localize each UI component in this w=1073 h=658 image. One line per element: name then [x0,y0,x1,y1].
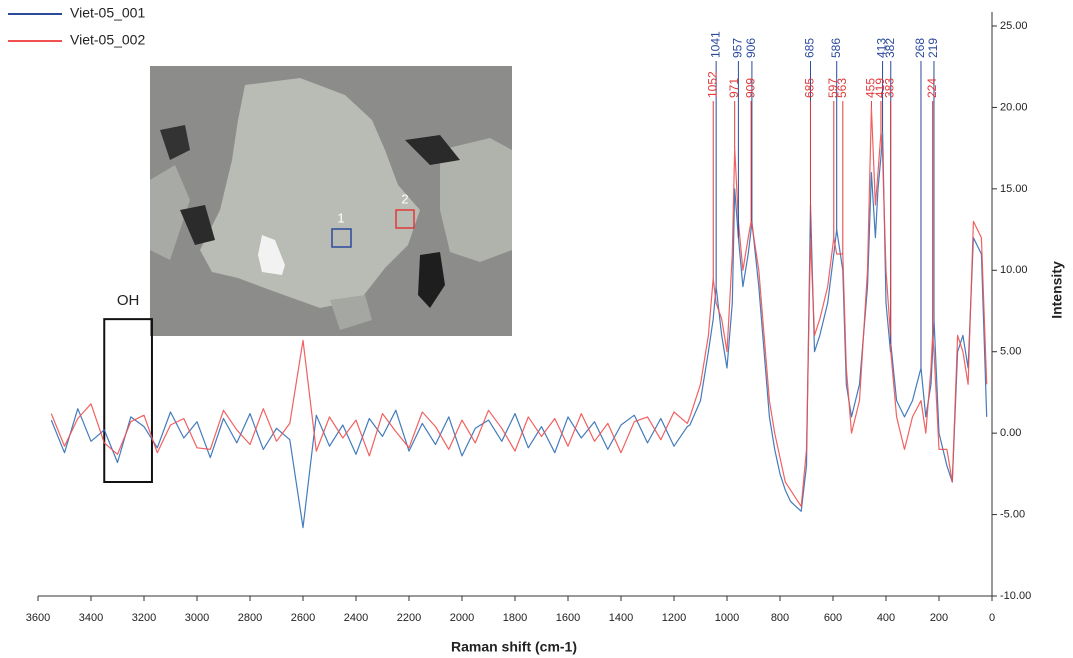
inset-marker-box [331,228,352,248]
region-box [103,318,153,483]
y-tick-label: 25.00 [1000,20,1028,32]
y-tick-label: -5.00 [1000,508,1025,520]
inset-grain [150,165,190,260]
y-tick-label: 5.00 [1000,346,1021,358]
inset-image: 1 2 [150,66,512,336]
y-tick-label: 20.00 [1000,101,1028,113]
x-tick-label: 1000 [715,612,739,624]
inset-marker-label: 1 [337,210,344,225]
peak-label: 413 [875,38,889,58]
x-tick-label: 2600 [291,612,315,624]
peak-label: 906 [744,38,758,58]
x-tick-label: 0 [989,612,995,624]
inset-grain [200,78,420,308]
peak-label: 971 [727,78,741,98]
x-tick-label: 2800 [238,612,262,624]
x-axis-title: Raman shift (cm-1) [451,639,577,655]
legend-label: Viet-05_001 [70,5,145,21]
peak-label: 597 [826,78,840,98]
peak-label: 685 [803,78,817,98]
x-tick-label: 1400 [609,612,633,624]
peak-label: 383 [883,78,897,98]
y-tick-label: 15.00 [1000,183,1028,195]
inset-grain [440,138,512,262]
peak-label: 219 [926,38,940,58]
inset-marker-box [395,209,415,229]
x-tick-label: 600 [824,612,842,624]
y-tick-label: 10.00 [1000,264,1028,276]
peak-label: 268 [913,38,927,58]
x-tick-label: 400 [877,612,895,624]
x-tick-label: 1200 [662,612,686,624]
x-tick-label: 800 [771,612,789,624]
x-tick-label: 3000 [185,612,209,624]
peak-label: 1041 [708,31,722,58]
peak-label: 224 [925,78,939,98]
peak-label: 455 [864,78,878,98]
x-tick-label: 1800 [503,612,527,624]
peak-label: 957 [731,38,745,58]
x-tick-label: 3600 [26,612,50,624]
x-tick-label: 200 [930,612,948,624]
y-tick-label: 0.00 [1000,427,1021,439]
inset-dark [180,205,215,245]
peak-label: 419 [873,78,887,98]
x-tick-label: 3200 [132,612,156,624]
x-tick-label: 2400 [344,612,368,624]
peak-label: 909 [743,78,757,98]
peak-label: 382 [883,38,897,58]
inset-grain [330,295,372,330]
inset-dark [418,252,445,308]
x-tick-label: 1600 [556,612,580,624]
x-tick-label: 3400 [79,612,103,624]
peak-label: 586 [829,38,843,58]
peak-label: 685 [803,38,817,58]
region-label: OH [117,292,140,309]
y-axis-title: Intensity [1049,261,1065,319]
inset-dark [160,125,190,160]
x-tick-label: 2000 [450,612,474,624]
y-tick-label: -10.00 [1000,590,1031,602]
inset-marker-label: 2 [401,191,408,206]
x-tick-label: 2200 [397,612,421,624]
peak-label: 1052 [705,71,719,98]
inset-dark [405,135,460,165]
peak-label: 563 [835,78,849,98]
legend-label: Viet-05_002 [70,32,145,48]
inset-bright [258,235,285,275]
